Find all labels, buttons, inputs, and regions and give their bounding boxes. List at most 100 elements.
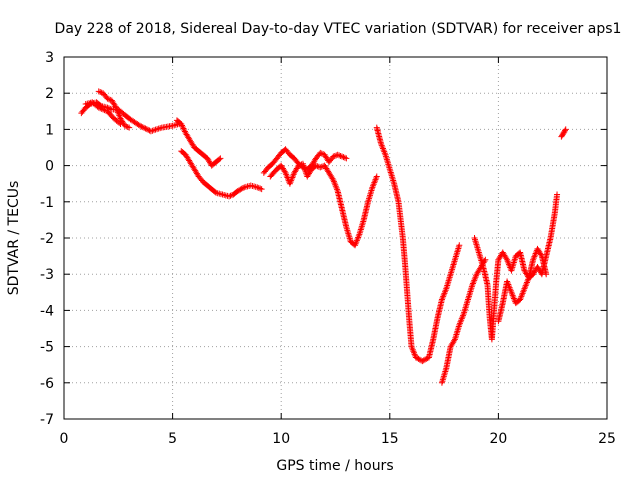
data-point — [117, 120, 124, 127]
data-point — [336, 152, 343, 159]
data-point — [482, 256, 489, 263]
data-point — [337, 152, 344, 159]
data-point — [155, 125, 162, 132]
data-point — [238, 185, 245, 192]
data-point — [126, 124, 133, 131]
data-points — [78, 88, 569, 386]
data-point — [121, 122, 128, 129]
data-point — [421, 356, 428, 363]
y-tick-label: 0 — [45, 159, 54, 175]
data-point — [340, 154, 347, 161]
data-point — [562, 126, 569, 133]
y-tick-label: -3 — [40, 267, 54, 283]
data-point — [95, 88, 102, 95]
data-point — [420, 357, 427, 364]
data-point — [227, 192, 234, 199]
data-point — [503, 255, 510, 262]
x-axis-label: GPS time / hours — [276, 458, 393, 474]
data-point — [105, 96, 112, 103]
grid-lines — [64, 57, 607, 419]
data-point — [373, 173, 380, 180]
data-point — [312, 162, 319, 169]
data-point — [145, 126, 152, 133]
data-point — [314, 163, 321, 170]
data-point — [152, 126, 159, 133]
data-point — [124, 123, 131, 130]
data-point — [318, 150, 325, 157]
data-point — [341, 154, 348, 161]
data-point — [216, 156, 223, 163]
data-point — [97, 105, 104, 112]
data-point — [141, 124, 148, 131]
data-point — [95, 104, 102, 111]
plot-frame — [63, 56, 608, 420]
data-point — [100, 106, 107, 113]
data-point — [343, 155, 350, 162]
axis-ticks — [63, 56, 608, 420]
data-point — [123, 123, 130, 130]
x-tick-label: 0 — [60, 431, 69, 447]
data-point — [415, 355, 422, 362]
data-point — [239, 185, 246, 192]
data-point — [157, 125, 164, 132]
y-tick-label: 3 — [45, 50, 54, 66]
data-point — [412, 354, 419, 361]
data-point — [339, 153, 346, 160]
chart-title: Day 228 of 2018, Sidereal Day-to-day VTE… — [55, 21, 622, 37]
x-tick-label: 5 — [168, 431, 177, 447]
data-point — [330, 153, 337, 160]
data-point — [419, 358, 426, 365]
data-point — [116, 119, 123, 126]
data-point — [142, 125, 149, 132]
data-point — [217, 155, 224, 162]
data-point — [143, 126, 150, 133]
data-point — [237, 186, 244, 193]
x-tick-label: 10 — [272, 431, 290, 447]
data-point — [537, 251, 544, 258]
data-point — [101, 107, 108, 114]
data-point — [255, 184, 262, 191]
data-point — [98, 105, 105, 112]
y-tick-label: -7 — [40, 412, 54, 428]
x-tick-label: 15 — [381, 431, 399, 447]
y-tick-label: 2 — [45, 86, 54, 102]
data-point — [97, 88, 104, 95]
data-point — [112, 103, 119, 110]
data-point — [257, 185, 264, 192]
y-tick-label: -4 — [40, 303, 54, 319]
y-axis-label: SDTVAR / TECUs — [6, 181, 22, 296]
data-point — [414, 355, 421, 362]
data-point — [137, 122, 144, 129]
x-tick-labels: 0 5 10 15 20 25 — [60, 431, 616, 447]
data-point — [234, 187, 241, 194]
y-tick-label: -1 — [40, 195, 54, 211]
data-point — [149, 127, 156, 134]
data-point — [334, 151, 341, 158]
data-point — [317, 149, 324, 156]
data-point — [150, 127, 157, 134]
data-point — [317, 164, 324, 171]
data-point — [423, 355, 430, 362]
y-tick-label: 1 — [45, 122, 54, 138]
y-tick-label: -5 — [40, 340, 54, 356]
data-point — [562, 127, 569, 134]
data-point — [236, 187, 243, 194]
data-point — [211, 188, 218, 195]
y-tick-labels: 3 2 1 0 -1 -2 -3 -4 -5 -6 -7 — [40, 50, 54, 428]
data-point — [139, 124, 146, 131]
data-point — [554, 191, 561, 198]
x-tick-label: 20 — [489, 431, 507, 447]
data-point — [329, 175, 336, 182]
data-point — [258, 186, 265, 193]
data-point — [226, 193, 233, 200]
data-point — [281, 168, 288, 175]
data-point — [138, 123, 145, 130]
data-point — [456, 242, 463, 249]
data-point — [154, 126, 161, 133]
data-point — [331, 152, 338, 159]
data-point — [254, 184, 261, 191]
data-point — [416, 356, 423, 363]
y-tick-label: -2 — [40, 231, 54, 247]
y-tick-label: -6 — [40, 376, 54, 392]
data-point — [104, 95, 111, 102]
